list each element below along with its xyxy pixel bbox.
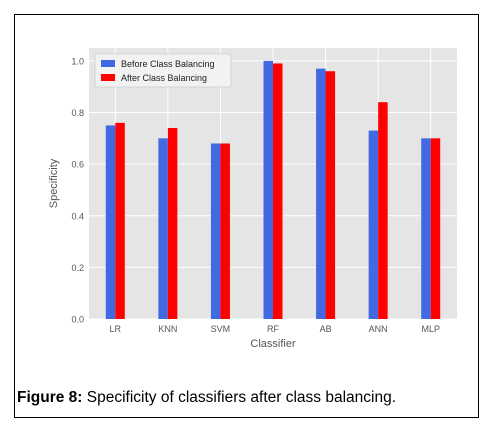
figure-frame: 0.0 0.2 0.4 0.6 0.8 1.0 LR KNN SVM RF AB ANN MLP Clas… <box>14 14 479 418</box>
y-axis-label: Specificity <box>48 158 60 208</box>
x-tick-label: RF <box>267 324 279 334</box>
y-tick-label: 0.8 <box>71 108 84 118</box>
y-tick-label: 0.0 <box>71 315 84 325</box>
x-tick-label: MLP <box>421 324 440 334</box>
bar-lr-after <box>115 122 125 319</box>
bar-mlp-after <box>430 138 441 319</box>
bar-ab-after <box>325 71 336 319</box>
caption-label: Figure 8: <box>17 389 83 406</box>
x-tick-label: ANN <box>369 324 388 334</box>
figure-caption: Figure 8: Specificity of classifiers aft… <box>17 389 478 407</box>
x-tick-label: LR <box>110 324 122 334</box>
bar-chart: 0.0 0.2 0.4 0.6 0.8 1.0 LR KNN SVM RF AB ANN MLP Clas… <box>48 48 457 350</box>
y-tick-label: 0.2 <box>71 263 84 273</box>
x-tick-label: SVM <box>211 324 231 334</box>
legend-swatch <box>101 74 115 81</box>
legend-label: Before Class Balancing <box>121 59 215 69</box>
y-tick-label: 0.4 <box>71 211 84 221</box>
caption-text: Specificity of classifiers after class b… <box>82 389 397 406</box>
bar-ann-after <box>378 102 388 319</box>
bar-mlp-before <box>421 138 431 319</box>
x-axis-label: Classifier <box>250 338 296 350</box>
bar-knn-after <box>167 128 178 319</box>
bar-rf-before <box>263 60 273 320</box>
x-tick-label: KNN <box>158 324 177 334</box>
bar-lr-before <box>105 125 116 319</box>
y-tick-label: 0.6 <box>71 160 84 170</box>
bar-rf-after <box>273 63 283 319</box>
legend-box <box>94 53 232 88</box>
y-tick-label: 1.0 <box>71 56 84 66</box>
bar-svm-before <box>210 143 221 319</box>
bar-ann-before <box>368 130 379 319</box>
legend-label: After Class Balancing <box>121 73 207 83</box>
x-tick-label: AB <box>320 324 332 334</box>
legend-swatch <box>101 60 115 67</box>
bar-knn-before <box>158 138 168 319</box>
bar-ab-before <box>316 68 326 319</box>
bar-svm-after <box>220 143 230 319</box>
